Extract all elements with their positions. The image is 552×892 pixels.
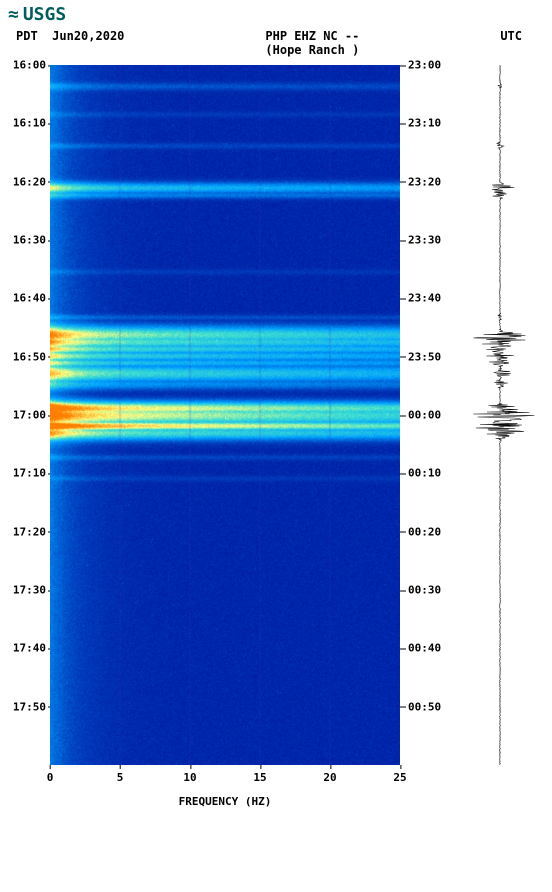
seismogram-trace	[473, 65, 534, 765]
spectrogram-plot	[50, 65, 400, 765]
y-left-tick: 16:50	[13, 350, 46, 363]
y-left-tick: 17:40	[13, 642, 46, 655]
y-right-axis: 23:0023:1023:2023:3023:4023:5000:0000:10…	[400, 65, 460, 765]
y-left-tick: 16:10	[13, 117, 46, 130]
y-left-tick: 16:30	[13, 234, 46, 247]
chart-area: 16:0016:1016:2016:3016:4016:5017:0017:10…	[0, 65, 552, 765]
y-left-tick: 17:10	[13, 467, 46, 480]
x-tick: 0	[47, 771, 54, 784]
logo-text: USGS	[23, 4, 66, 25]
y-right-tick: 23:30	[408, 234, 441, 247]
header-left: PDT Jun20,2020	[16, 29, 124, 57]
y-left-tick: 17:30	[13, 584, 46, 597]
x-axis: 0510152025	[50, 765, 400, 795]
y-left-axis: 16:0016:1016:2016:3016:4016:5017:0017:10…	[0, 65, 50, 765]
station-code: PHP EHZ NC --	[265, 29, 359, 43]
y-right-tick: 00:20	[408, 525, 441, 538]
y-right-tick: 23:50	[408, 350, 441, 363]
station-location: (Hope Ranch )	[265, 43, 359, 57]
y-left-tick: 17:00	[13, 409, 46, 422]
y-right-tick: 00:40	[408, 642, 441, 655]
y-right-tick: 23:00	[408, 59, 441, 72]
y-right-tick: 23:40	[408, 292, 441, 305]
x-tick: 20	[323, 771, 336, 784]
usgs-logo: ≈USGS	[0, 0, 552, 29]
y-left-tick: 17:20	[13, 525, 46, 538]
date: Jun20,2020	[52, 29, 124, 43]
header-center: PHP EHZ NC -- (Hope Ranch )	[265, 29, 359, 57]
seismogram-plot	[460, 65, 540, 765]
left-tz: PDT	[16, 29, 38, 43]
y-left-tick: 16:00	[13, 59, 46, 72]
right-tz: UTC	[500, 29, 522, 57]
y-left-tick: 16:20	[13, 175, 46, 188]
x-tick: 25	[393, 771, 406, 784]
y-right-tick: 00:10	[408, 467, 441, 480]
y-right-tick: 00:30	[408, 584, 441, 597]
y-left-tick: 16:40	[13, 292, 46, 305]
y-right-tick: 00:50	[408, 700, 441, 713]
x-tick: 15	[253, 771, 266, 784]
y-right-tick: 23:10	[408, 117, 441, 130]
y-left-tick: 17:50	[13, 700, 46, 713]
x-tick: 5	[117, 771, 124, 784]
y-right-tick: 00:00	[408, 409, 441, 422]
y-right-tick: 23:20	[408, 175, 441, 188]
x-tick: 10	[183, 771, 196, 784]
x-axis-label: FREQUENCY (HZ)	[50, 795, 400, 808]
wave-icon: ≈	[8, 4, 19, 25]
